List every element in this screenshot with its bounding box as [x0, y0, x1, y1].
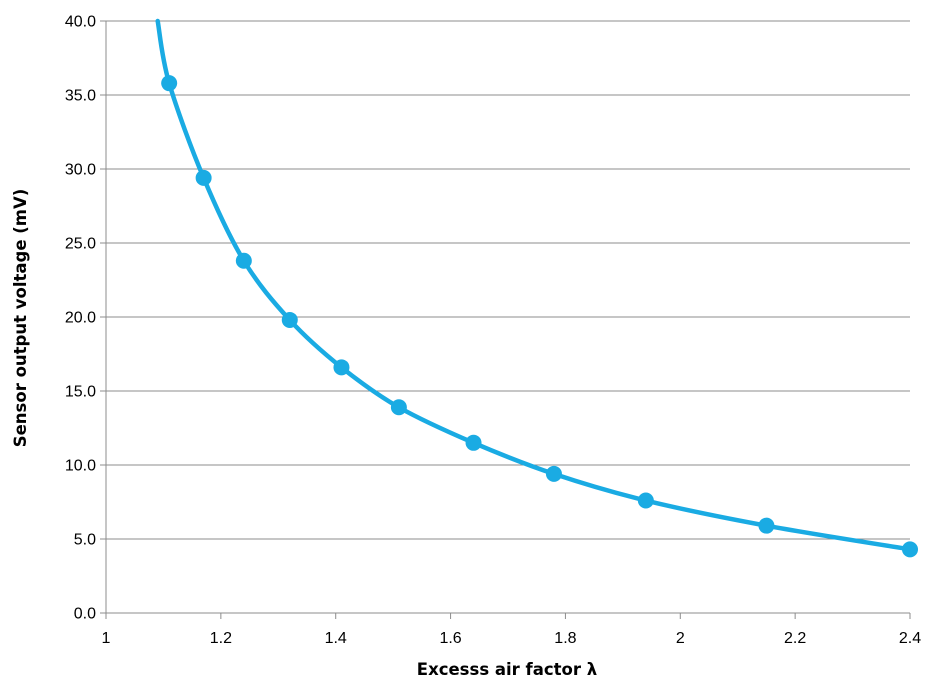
data-point: [637, 492, 654, 509]
y-tick-label: 20.0: [65, 310, 96, 327]
x-tick-label: 1.6: [439, 630, 461, 647]
x-tick-label: 2: [676, 630, 685, 647]
data-point: [758, 517, 775, 534]
series: [155, 18, 918, 558]
y-tick-label: 5.0: [74, 532, 96, 549]
y-tick-label: 30.0: [65, 162, 96, 179]
y-tick-label: 40.0: [65, 14, 96, 31]
x-tick-label: 1.2: [210, 630, 232, 647]
data-point: [390, 399, 407, 416]
y-tick-label: 10.0: [65, 458, 96, 475]
data-point: [235, 252, 252, 269]
y-tick-label: 0.0: [74, 606, 96, 623]
data-point: [545, 465, 562, 482]
data-point: [333, 359, 350, 376]
x-tick-label: 1.4: [325, 630, 347, 647]
y-tick-label: 15.0: [65, 384, 96, 401]
x-tick-label: 2.2: [784, 630, 806, 647]
x-tick-labels: 1 1.2 1.4 1.6 1.8 2 2.2 2.4: [102, 630, 922, 647]
data-point: [902, 541, 918, 558]
gridlines: [100, 20, 910, 614]
axes: [105, 21, 911, 619]
data-point: [161, 75, 178, 92]
x-tick-label: 1.8: [554, 630, 576, 647]
x-tick-label: 2.4: [899, 630, 921, 647]
x-axis-title: Excesss air factor λ: [417, 660, 597, 679]
x-tick-label: 1: [102, 630, 111, 647]
y-tick-labels: 0.0 5.0 10.0 15.0 20.0 25.0 30.0 35.0 40.0: [65, 14, 96, 623]
data-point: [465, 434, 482, 451]
data-point: [281, 311, 298, 328]
y-tick-label: 35.0: [65, 88, 96, 105]
y-tick-label: 25.0: [65, 236, 96, 253]
series-line: [155, 18, 913, 552]
y-axis-title: Sensor output voltage (mV): [11, 189, 30, 448]
data-point: [195, 169, 212, 186]
